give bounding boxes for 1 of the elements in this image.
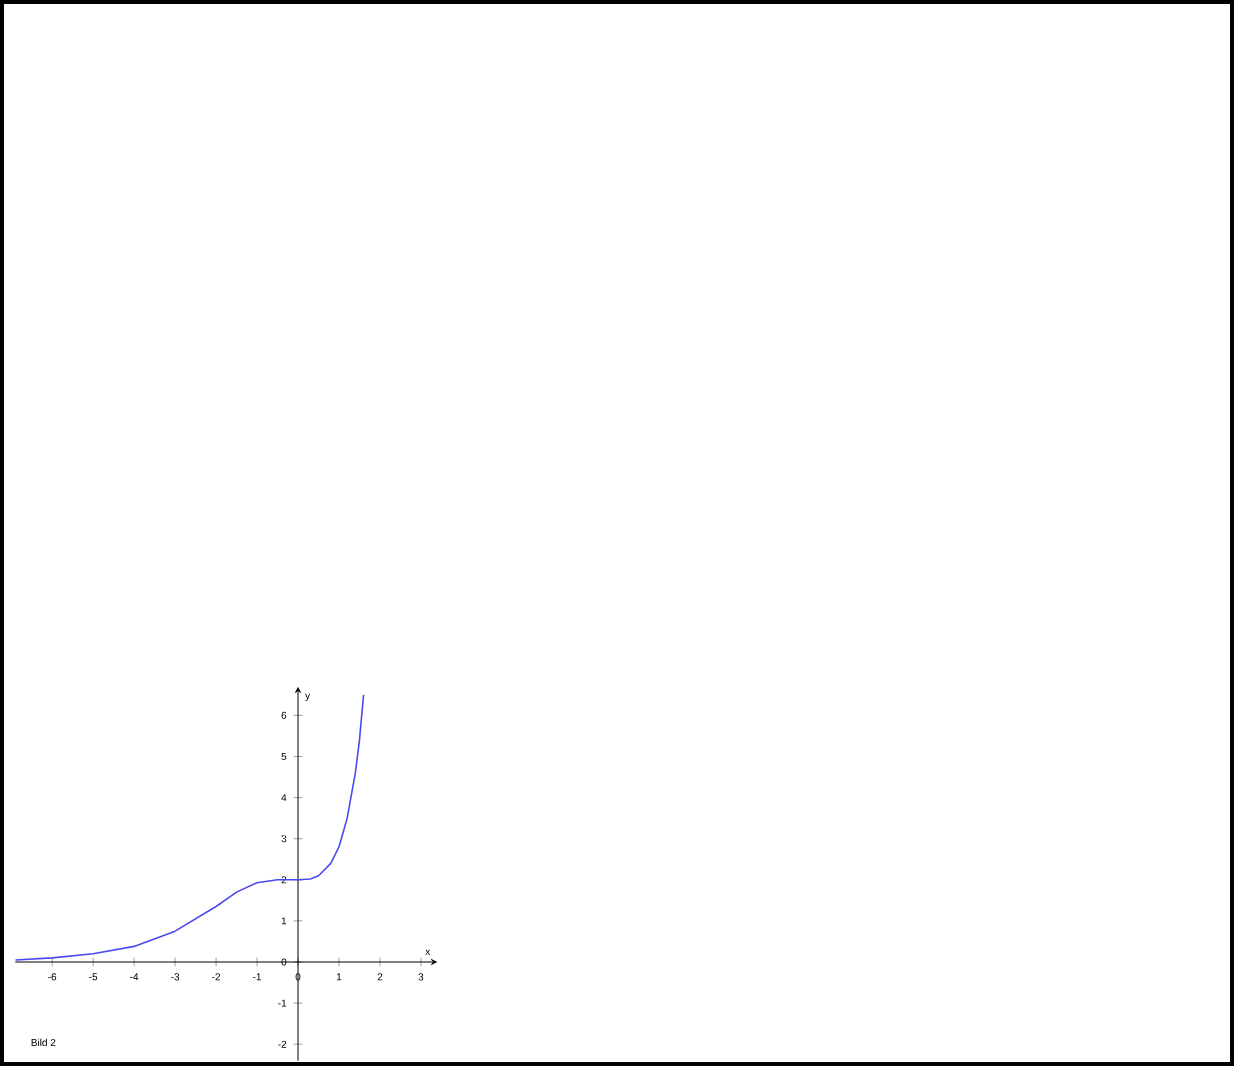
line-series	[15, 694, 365, 961]
